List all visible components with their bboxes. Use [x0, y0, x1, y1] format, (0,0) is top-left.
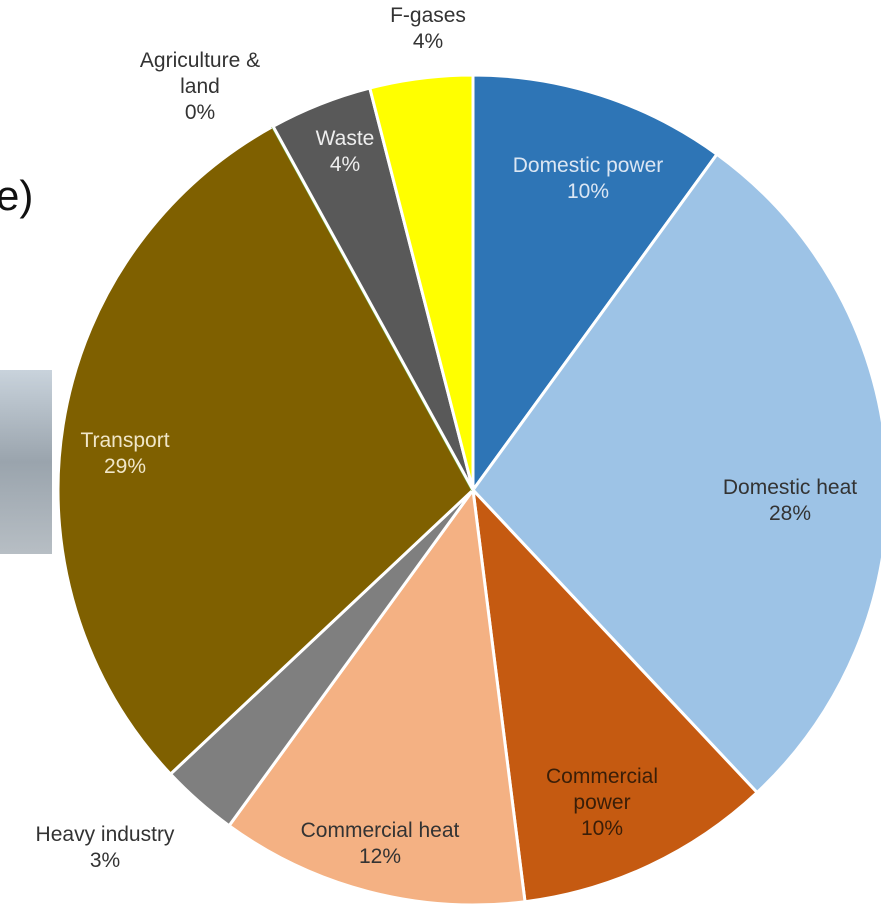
page: e) Domestic power10%Domestic heat28%Comm…: [0, 0, 881, 907]
slice-value: 12%: [265, 844, 495, 870]
slice-name: Domestic power: [478, 153, 698, 179]
slice-name: Commercial heat: [265, 818, 495, 844]
slice-value: 3%: [5, 848, 205, 874]
slice-value: 10%: [527, 816, 677, 842]
slice-name: F-gases: [368, 3, 488, 29]
slice-name: Waste: [300, 126, 390, 152]
photo-fragment: [0, 370, 52, 554]
slice-value: 4%: [300, 152, 390, 178]
slice-name: Agriculture & land: [120, 48, 280, 100]
slice-value: 29%: [50, 454, 200, 480]
slice-name: Transport: [50, 428, 200, 454]
slice-value: 28%: [690, 501, 881, 527]
slice-name: Heavy industry: [5, 822, 205, 848]
slice-value: 10%: [478, 179, 698, 205]
slice-value: 4%: [368, 29, 488, 55]
slice-name: Commercial power: [527, 764, 677, 816]
slice-value: 0%: [120, 100, 280, 126]
slice-name: Domestic heat: [690, 475, 881, 501]
